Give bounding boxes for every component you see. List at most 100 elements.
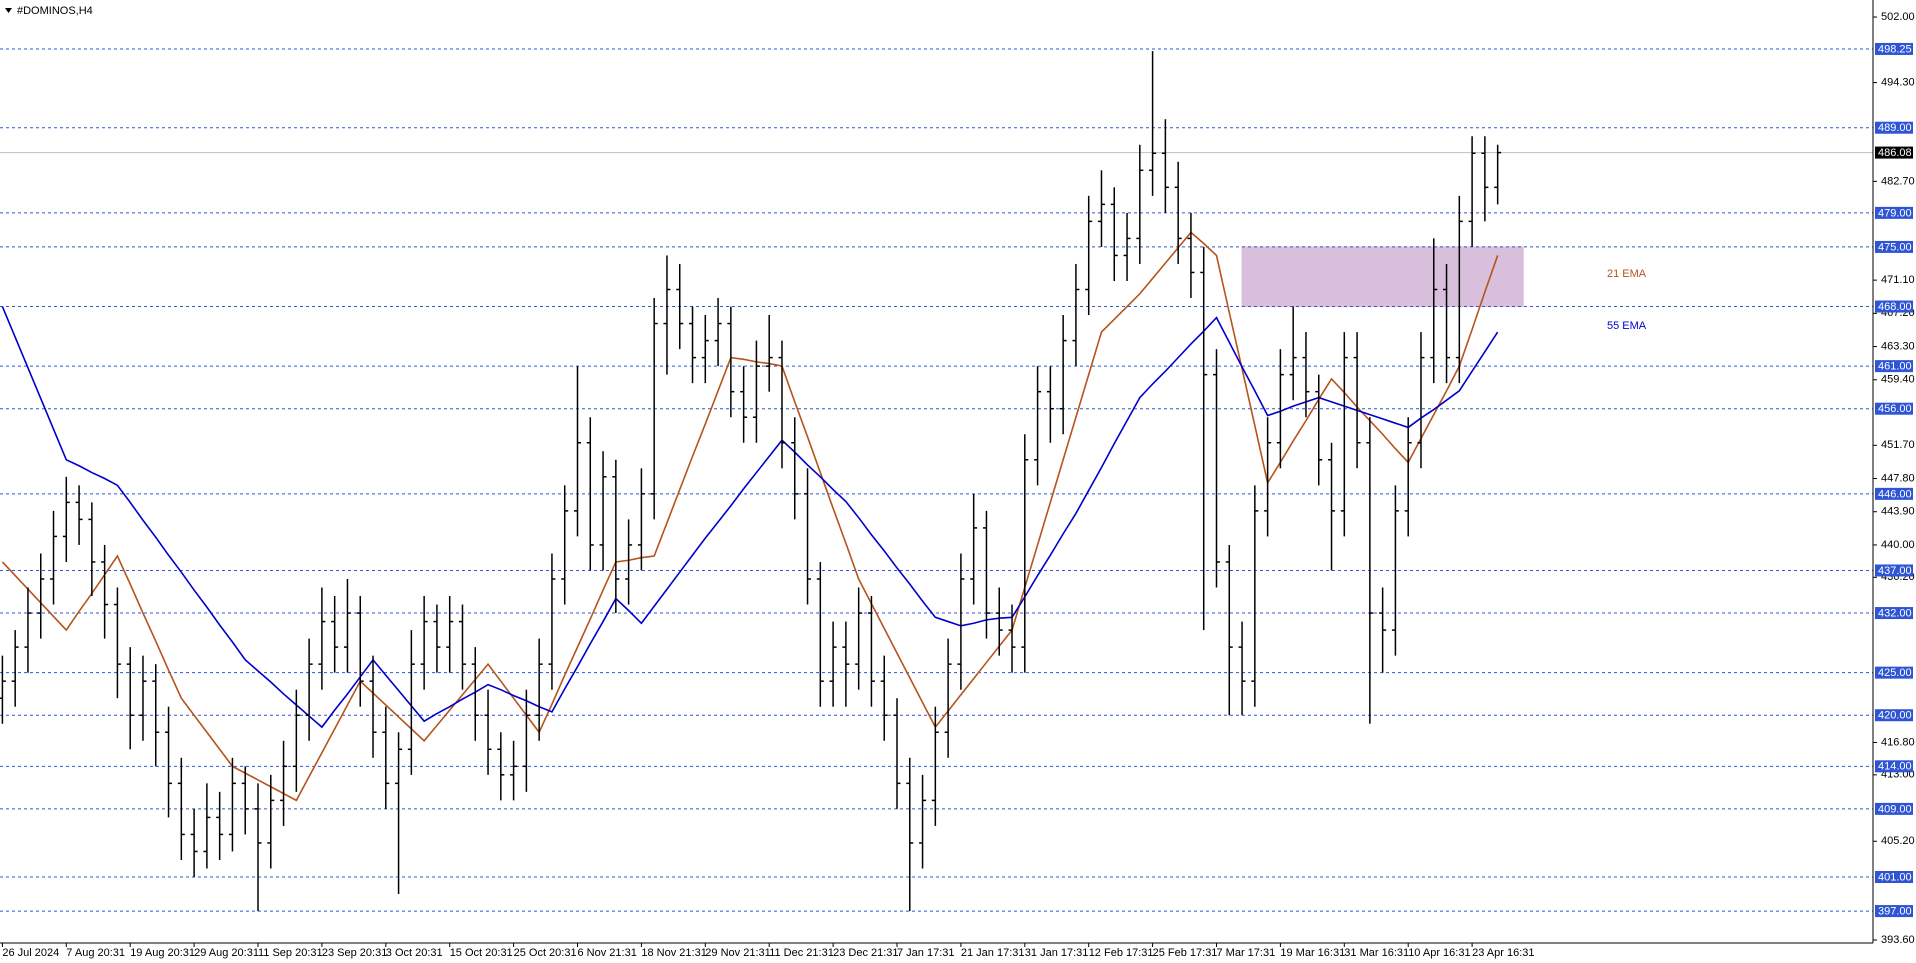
ohlc-bar xyxy=(1379,587,1387,673)
ohlc-bar xyxy=(1072,263,1080,367)
ohlc-bar xyxy=(599,451,607,571)
ohlc-bar xyxy=(356,596,364,707)
ohlc-bar xyxy=(842,621,850,707)
ohlc-bar xyxy=(867,596,875,707)
level-label-bg xyxy=(1875,871,1913,884)
ohlc-bar xyxy=(804,468,812,605)
series-label: 21 EMA xyxy=(1607,268,1647,280)
ohlc-bar xyxy=(1340,332,1348,537)
ohlc-bar xyxy=(1008,604,1016,673)
ohlc-bar xyxy=(50,510,58,605)
ohlc-bar xyxy=(1468,136,1476,247)
ohlc-bar xyxy=(331,596,339,673)
ohlc-bar xyxy=(446,596,454,673)
ohlc-bar xyxy=(1455,195,1463,384)
ohlc-bar xyxy=(1034,366,1042,486)
ohlc-bar xyxy=(1481,136,1489,222)
ohlc-bar xyxy=(165,706,173,818)
ohlc-bar xyxy=(139,655,147,741)
ohlc-bar xyxy=(1238,621,1246,716)
level-label-bg xyxy=(1875,666,1913,679)
ohlc-bar xyxy=(75,485,83,545)
ohlc-bar xyxy=(382,706,390,809)
x-tick-label: 7 Aug 20:31 xyxy=(66,947,125,959)
level-label: 432.00 xyxy=(1878,607,1912,619)
ohlc-bar xyxy=(203,783,211,869)
y-tick-label: 443.90 xyxy=(1881,506,1915,518)
ohlc-bar xyxy=(228,757,236,852)
level-label: 475.00 xyxy=(1878,241,1912,253)
ohlc-bar xyxy=(1149,51,1157,196)
ohlc-bar xyxy=(407,630,415,775)
level-label: 456.00 xyxy=(1878,403,1912,415)
ohlc-bar xyxy=(1085,195,1093,316)
ohlc-bar xyxy=(612,459,620,614)
y-tick-label: 471.10 xyxy=(1881,274,1915,286)
ohlc-bar xyxy=(944,638,952,758)
level-label-bg xyxy=(1875,709,1913,722)
level-label-bg xyxy=(1875,42,1913,55)
zone xyxy=(1241,246,1524,308)
ohlc-bar xyxy=(318,587,326,690)
ohlc-bar xyxy=(254,783,262,912)
ohlc-bar xyxy=(1110,187,1118,281)
ohlc-bar xyxy=(1097,170,1105,247)
ohlc-bar xyxy=(152,664,160,767)
ohlc-bar xyxy=(88,502,96,597)
ohlc-bar xyxy=(241,766,249,835)
ohlc-bar xyxy=(970,493,978,605)
level-label: 409.00 xyxy=(1878,803,1912,815)
ohlc-bar xyxy=(740,366,748,443)
x-tick-label: 23 Apr 16:31 xyxy=(1472,947,1534,959)
ohlc-bar xyxy=(701,315,709,384)
level-label: 420.00 xyxy=(1878,710,1912,722)
ohlc-bar xyxy=(906,757,914,912)
ohlc-bar xyxy=(663,255,671,375)
ohlc-bar xyxy=(101,544,109,639)
x-tick-label: 12 Feb 17:31 xyxy=(1089,947,1154,959)
level-label-bg xyxy=(1875,760,1913,773)
ohlc-bar xyxy=(957,553,965,690)
level-label-bg xyxy=(1875,360,1913,373)
x-tick-label: 7 Jan 17:31 xyxy=(897,947,955,959)
ohlc-bar xyxy=(676,263,684,350)
ohlc-bar xyxy=(1404,417,1412,537)
ohlc-bar xyxy=(625,519,633,605)
x-tick-label: 21 Jan 17:31 xyxy=(961,947,1025,959)
ohlc-bar xyxy=(1315,374,1323,486)
ohlc-bar xyxy=(1302,332,1310,418)
ohlc-bar xyxy=(1187,212,1195,299)
ohlc-bar xyxy=(1123,212,1131,281)
ohlc-bar xyxy=(752,340,760,443)
ohlc-bar xyxy=(791,417,799,520)
level-label-bg xyxy=(1875,402,1913,415)
ohlc-bar xyxy=(24,587,32,673)
ohlc-bar xyxy=(714,298,722,367)
chart-title: #DOMINOS,H4 xyxy=(17,5,93,17)
x-tick-label: 7 Mar 17:31 xyxy=(1217,947,1276,959)
ema-line xyxy=(1,306,1499,729)
ohlc-bar xyxy=(1161,119,1169,213)
ohlc-bar xyxy=(689,306,697,384)
x-tick-label: 31 Mar 16:31 xyxy=(1344,947,1409,959)
ohlc-bar xyxy=(343,578,351,673)
x-tick-label: 19 Mar 16:31 xyxy=(1280,947,1345,959)
level-label: 479.00 xyxy=(1878,207,1912,219)
x-tick-label: 3 Oct 20:31 xyxy=(386,947,443,959)
ohlc-bar xyxy=(931,706,939,826)
ohlc-bar xyxy=(1046,366,1054,443)
y-tick-label: 405.20 xyxy=(1881,835,1915,847)
ohlc-bar xyxy=(510,740,518,801)
x-tick-label: 10 Apr 16:31 xyxy=(1408,947,1470,959)
ohlc-bar xyxy=(919,774,927,869)
level-label: 468.00 xyxy=(1878,301,1912,313)
ohlc-bar xyxy=(1353,332,1361,469)
ohlc-bar xyxy=(369,655,377,758)
ohlc-bar xyxy=(561,485,569,605)
level-label-bg xyxy=(1875,905,1913,918)
ohlc-bar xyxy=(1494,144,1502,205)
x-tick-label: 23 Dec 21:31 xyxy=(833,947,898,959)
